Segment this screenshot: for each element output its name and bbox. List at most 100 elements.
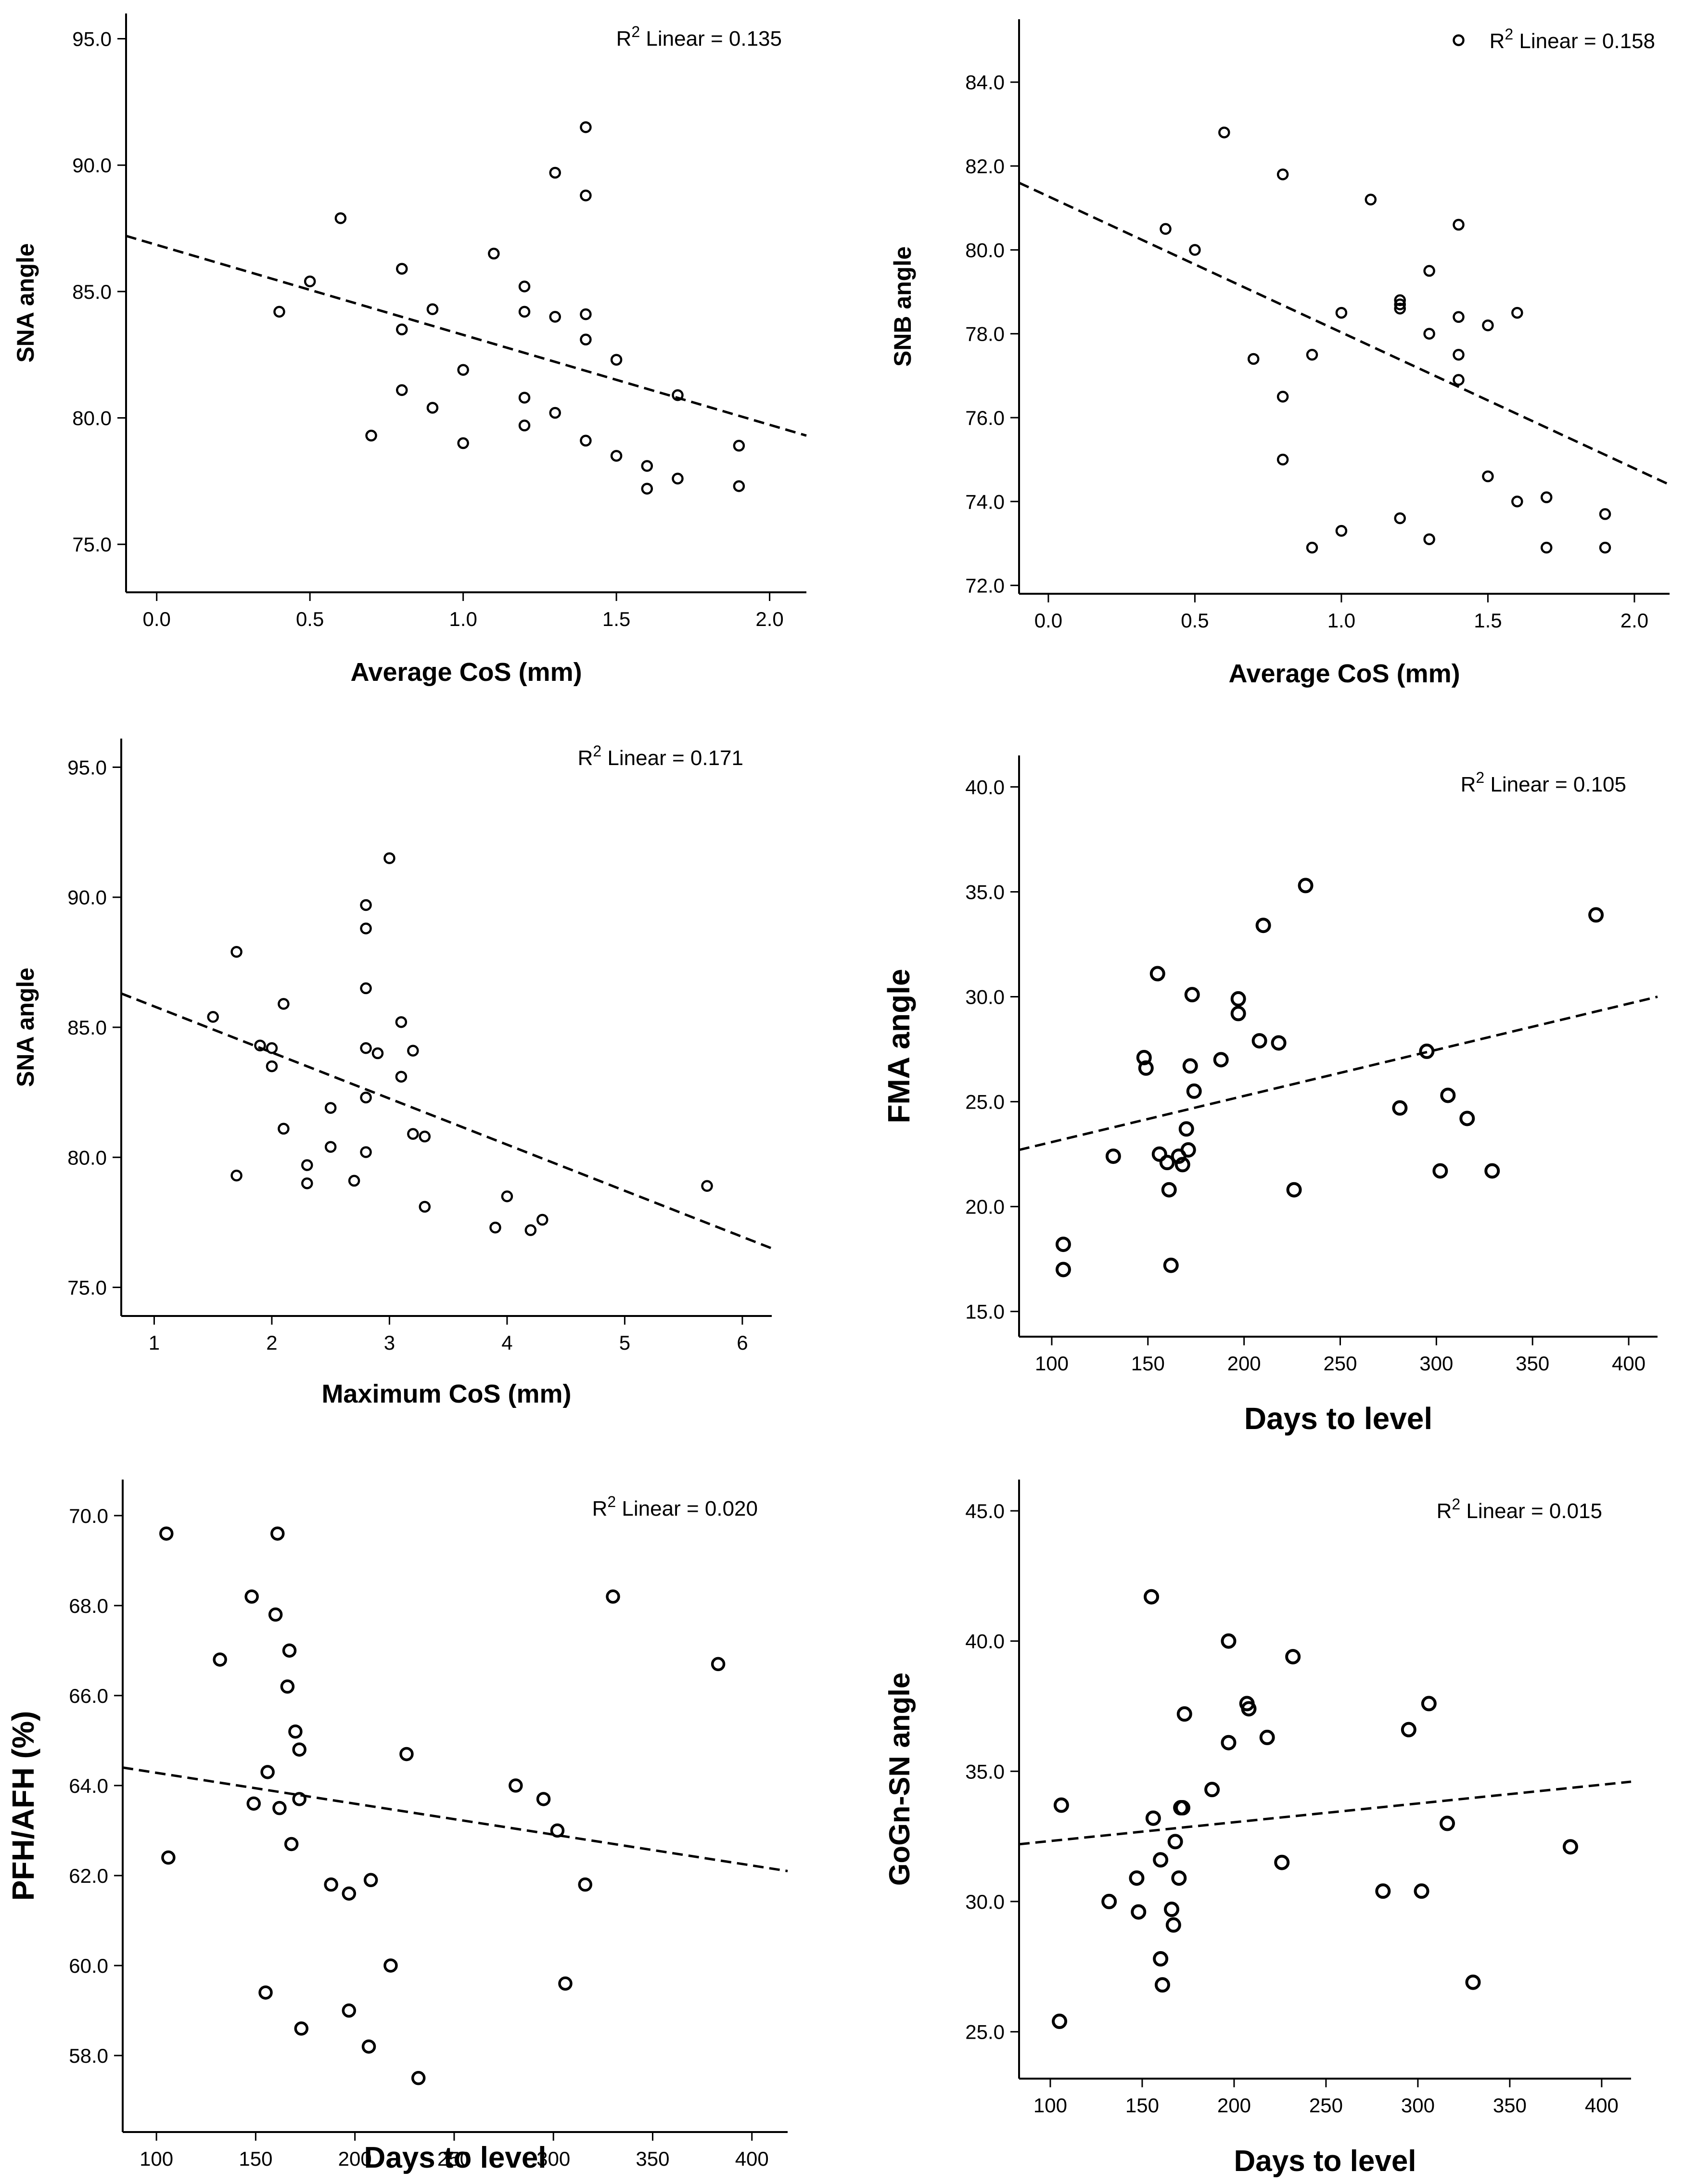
data-point [324, 1141, 337, 1153]
data-point [342, 1886, 357, 1901]
data-point [1259, 1729, 1275, 1745]
r-squared-annotation: R2 Linear = 0.171 [578, 742, 743, 770]
y-axis-title: SNA angle [12, 243, 39, 362]
data-point [524, 1224, 537, 1236]
data-point [1184, 987, 1200, 1003]
y-tick-label: 78.0 [965, 323, 1005, 345]
x-tick-label: 1 [149, 1331, 160, 1354]
y-tick-label: 64.0 [69, 1775, 108, 1797]
data-point [159, 1526, 174, 1541]
data-point [1599, 541, 1611, 554]
data-point [1392, 1100, 1408, 1116]
x-tick-label: 4 [501, 1331, 512, 1354]
data-point [1453, 34, 1465, 46]
data-point [1052, 2013, 1068, 2029]
x-tick-label: 300 [536, 2147, 570, 2170]
data-point [294, 2021, 309, 2036]
chart-panel-fma-days: 100 150 200 250 300 350 400 15.0 20.0 25.0 30.0 35.… [881, 755, 1658, 1436]
data-point [230, 945, 242, 958]
data-point [518, 306, 531, 318]
x-tick-label: 1.0 [1327, 609, 1355, 632]
y-tick-label: 45.0 [965, 1500, 1005, 1522]
y-tick-label: 90.0 [72, 154, 112, 177]
data-point [1165, 1917, 1181, 1933]
y-tick-label: 84.0 [965, 71, 1005, 94]
data-point [1230, 991, 1246, 1007]
data-point [244, 1589, 259, 1604]
y-tick-label: 58.0 [69, 2044, 108, 2067]
data-point [1136, 1049, 1152, 1065]
data-point [501, 1190, 513, 1202]
r-squared-annotation: R2 Linear = 0.015 [1437, 1495, 1602, 1523]
data-point [324, 1877, 338, 1892]
y-axis-title: FMA angle [881, 969, 916, 1123]
data-point [426, 303, 439, 315]
y-tick-label: 70.0 [69, 1505, 108, 1527]
data-point [230, 1169, 242, 1182]
y-tick-label: 80.0 [72, 407, 112, 430]
y-tick-label: 60.0 [69, 1954, 108, 1977]
x-tick-label: 200 [1227, 1352, 1261, 1375]
y-tick-label: 72.0 [965, 575, 1005, 597]
data-point [1218, 127, 1230, 139]
chart-panel-gogn-days: 100 150 200 250 300 350 400 25.0 30.0 35.0 40.0 45.… [883, 1480, 1632, 2178]
data-point [1459, 1111, 1475, 1126]
x-axis-title: Days to level [364, 2141, 546, 2174]
data-point [371, 1047, 384, 1060]
data-point [1105, 1148, 1121, 1164]
data-point [1174, 1800, 1190, 1816]
data-point [1419, 1043, 1435, 1059]
y-tick-label: 82.0 [965, 155, 1005, 178]
x-tick-label: 6 [737, 1331, 748, 1354]
x-tick-label: 1.5 [602, 608, 630, 630]
data-point [1161, 1182, 1177, 1198]
data-point [324, 1102, 337, 1114]
data-point [610, 354, 623, 366]
x-tick-label: 300 [1419, 1352, 1453, 1375]
data-point [292, 1742, 306, 1757]
data-point [1511, 496, 1523, 508]
data-point [1176, 1706, 1192, 1722]
data-point [536, 1792, 551, 1806]
data-point [1221, 1633, 1237, 1649]
data-point [301, 1159, 313, 1171]
data-point [161, 1850, 176, 1865]
data-point [1423, 533, 1435, 545]
y-tick-label: 35.0 [965, 881, 1005, 903]
data-point [1365, 193, 1377, 206]
data-point [1401, 1722, 1416, 1737]
data-point [426, 402, 439, 414]
data-point [1484, 1163, 1500, 1179]
chart-panel-snb-avg: 0.0 0.5 1.0 1.5 2.0 72.0 74.0 76.0 78.0 80.0 82.0 8… [889, 19, 1671, 688]
chart-panel-sna-avg: 0.0 0.5 1.0 1.5 2.0 75.0 80.0 85.0 90.0 95.0 R2 Li… [12, 13, 807, 687]
data-point [278, 1123, 290, 1135]
x-tick-label: 3 [384, 1331, 395, 1354]
data-point [1055, 1262, 1071, 1277]
x-tick-label: 2 [266, 1331, 277, 1354]
y-tick-label: 85.0 [67, 1016, 107, 1039]
data-point [1174, 1157, 1190, 1173]
data-point [1306, 348, 1318, 361]
r-squared-annotation: R2 Linear = 0.020 [592, 1493, 758, 1520]
data-point [395, 323, 408, 335]
data-point [1241, 1701, 1257, 1717]
data-point [258, 1985, 273, 2000]
data-point [1394, 303, 1406, 315]
data-point [348, 1175, 360, 1187]
data-point [1599, 508, 1611, 520]
data-point [213, 1652, 227, 1667]
data-point [1129, 1870, 1145, 1886]
data-point [260, 1765, 275, 1779]
data-point [395, 263, 408, 275]
data-point [1285, 1649, 1301, 1665]
data-point [1164, 1902, 1180, 1917]
data-point [1562, 1839, 1578, 1855]
x-tick-label: 1.5 [1474, 609, 1502, 632]
y-tick-label: 95.0 [72, 28, 112, 51]
data-point [1055, 1237, 1071, 1252]
data-point [1149, 966, 1165, 982]
y-tick-label: 30.0 [965, 986, 1005, 1009]
data-point [1453, 311, 1465, 323]
data-point [383, 1958, 398, 1973]
